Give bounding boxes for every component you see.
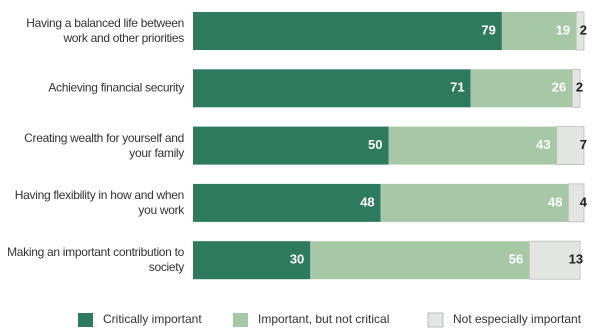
bar-segment <box>193 126 389 165</box>
bar-segment <box>575 11 585 51</box>
bar-segment <box>528 240 581 280</box>
category-label: Having a balanced life between work and … <box>26 16 184 45</box>
value-label: 19 <box>556 22 570 37</box>
category-label: Making an important contribution to soci… <box>7 245 184 275</box>
value-label: 2 <box>576 80 583 95</box>
category-label: Achieving financial security <box>48 80 184 95</box>
bar-segment <box>193 69 471 108</box>
bar-segment <box>470 69 573 108</box>
value-label: 13 <box>569 252 583 267</box>
value-label: 48 <box>360 194 374 209</box>
value-label: 71 <box>450 80 464 95</box>
value-label: 7 <box>580 137 587 152</box>
category-label: Having flexibility in how and when you w… <box>14 187 185 217</box>
bar-segment <box>571 68 581 108</box>
value-label: 56 <box>509 252 523 267</box>
bar-segment <box>193 183 381 222</box>
bar-segment <box>388 126 557 165</box>
value-label: 79 <box>481 22 495 37</box>
bar-segment <box>501 12 577 50</box>
bar-segment <box>556 126 585 165</box>
bar-segment <box>193 12 502 50</box>
legend-swatch <box>233 313 248 327</box>
bar-segment <box>310 241 530 280</box>
value-label: 50 <box>368 137 382 152</box>
bar-segment <box>567 183 585 223</box>
legend-swatch <box>427 312 444 328</box>
value-label: 26 <box>552 80 566 95</box>
legend-label: Important, but not critical <box>258 312 389 326</box>
value-label: 43 <box>536 137 550 152</box>
value-label: 2 <box>580 22 587 37</box>
bar-segment <box>380 183 569 222</box>
category-label: Creating wealth for yourself and your fa… <box>24 130 184 160</box>
legend-swatch <box>78 313 93 327</box>
value-label: 4 <box>580 194 588 209</box>
legend-label: Not especially important <box>453 312 582 326</box>
legend-label: Critically important <box>103 312 202 326</box>
bar-segment <box>193 241 311 280</box>
value-label: 30 <box>290 252 304 267</box>
value-label: 48 <box>548 194 562 209</box>
